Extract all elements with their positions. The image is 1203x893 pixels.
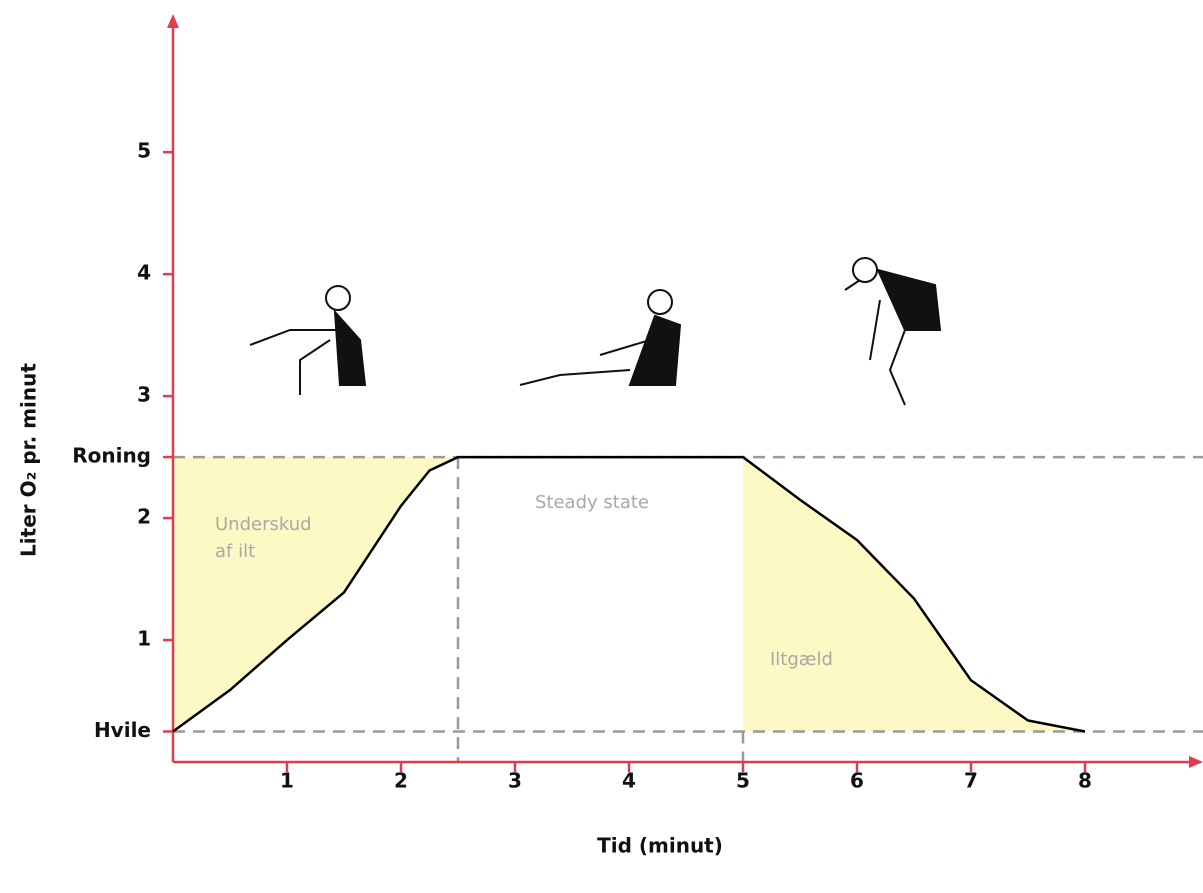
- x-tick-label: 4: [622, 769, 636, 793]
- y-tick-label: 2: [137, 505, 151, 529]
- y-tick-label: 3: [137, 383, 151, 407]
- y-tick-label: 1: [137, 627, 151, 651]
- x-tick-label: 5: [736, 769, 750, 793]
- y-axis-label: Liter O₂ pr. minut: [17, 363, 41, 557]
- shaded-area: [173, 457, 458, 731]
- y-axis-arrow: [167, 14, 179, 28]
- x-tick-label: 7: [964, 769, 978, 793]
- x-tick-label: 8: [1078, 769, 1092, 793]
- y-tick-label: 4: [137, 261, 151, 285]
- x-axis-label: Tid (minut): [597, 834, 723, 858]
- x-tick-label: 6: [850, 769, 864, 793]
- annotation: af ilt: [215, 541, 255, 562]
- chart: Tid (minut) Liter O₂ pr. minut Hvile 1 2 Ro…: [0, 0, 1203, 889]
- x-tick-label: 1: [280, 769, 294, 793]
- y-tick-label: Roning: [72, 444, 151, 468]
- x-tick-label: 2: [394, 769, 408, 793]
- x-axis-arrow: [1189, 756, 1203, 768]
- shaded-area: [743, 457, 1085, 731]
- page: Tid (minut) Liter O₂ pr. minut Hvile 1 2 Ro…: [0, 0, 1203, 893]
- y-tick-label: 5: [137, 139, 151, 163]
- y-tick-label: Hvile: [94, 718, 151, 742]
- annotation: Steady state: [535, 492, 649, 513]
- annotation: Iltgæld: [770, 649, 833, 670]
- x-tick-label: 3: [508, 769, 522, 793]
- illustrations: [250, 258, 940, 405]
- annotation: Underskud: [215, 514, 312, 535]
